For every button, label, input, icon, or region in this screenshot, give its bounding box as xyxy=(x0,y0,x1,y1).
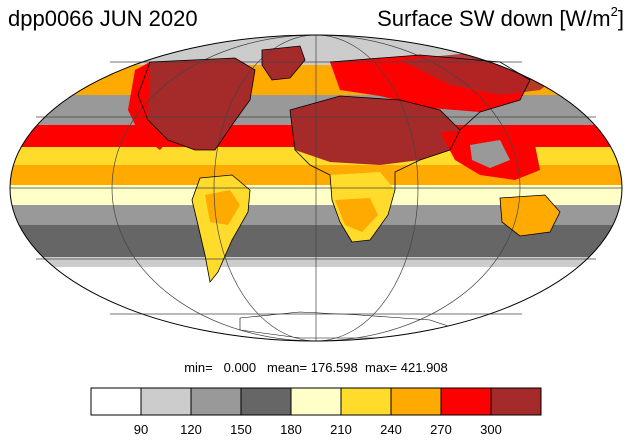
colorbar-tick-label: 180 xyxy=(280,422,302,437)
max-value: 421.908 xyxy=(400,360,448,375)
mean-label: mean= xyxy=(267,360,308,375)
colorbar-tick-label: 270 xyxy=(430,422,452,437)
colorbar-swatch-6 xyxy=(390,387,442,416)
variable-title-main: Surface SW down [W/m xyxy=(377,6,611,31)
max-label: max= xyxy=(364,360,398,375)
north-america-desert xyxy=(138,58,255,150)
globe-outline xyxy=(9,34,623,342)
field-statistics: min= 0.000 mean= 176.598 max= 421.908 xyxy=(0,360,632,375)
min-value: 0.000 xyxy=(223,360,257,375)
colorbar-swatch-1 xyxy=(140,387,192,416)
colorbar-tick-label: 210 xyxy=(330,422,352,437)
variable-title: Surface SW down [W/m2] xyxy=(377,4,624,32)
greenland xyxy=(262,46,305,80)
colorbar-tick-label: 300 xyxy=(480,422,502,437)
min-label: min= xyxy=(184,360,213,375)
colorbar-swatch-3 xyxy=(240,387,292,416)
unit-exponent: 2 xyxy=(610,4,618,19)
colorbar-tick-label: 120 xyxy=(180,422,202,437)
colorbar-swatch-2 xyxy=(190,387,242,416)
colorbar-swatch-8 xyxy=(490,387,542,416)
colorbar-swatch-7 xyxy=(440,387,492,416)
sahara-arabia xyxy=(290,96,460,165)
asia-cloud xyxy=(470,140,510,168)
coastlines xyxy=(137,45,561,283)
colorbar-tick-label: 150 xyxy=(230,422,252,437)
colorbar-swatch-0 xyxy=(90,387,142,416)
colorbar-tick-label: 240 xyxy=(380,422,402,437)
variable-title-tail: ] xyxy=(617,6,624,31)
mean-value: 176.598 xyxy=(310,360,358,375)
colorbar-swatch-4 xyxy=(290,387,342,416)
north-america-hot xyxy=(128,62,168,150)
africa-orange xyxy=(335,198,378,232)
australia xyxy=(500,195,560,236)
colorbar-swatch-5 xyxy=(340,387,392,416)
map-title: dpp0066 JUN 2020 xyxy=(8,6,198,31)
colorbar-tick-label: 90 xyxy=(133,422,149,437)
south-america-orange xyxy=(205,190,240,225)
